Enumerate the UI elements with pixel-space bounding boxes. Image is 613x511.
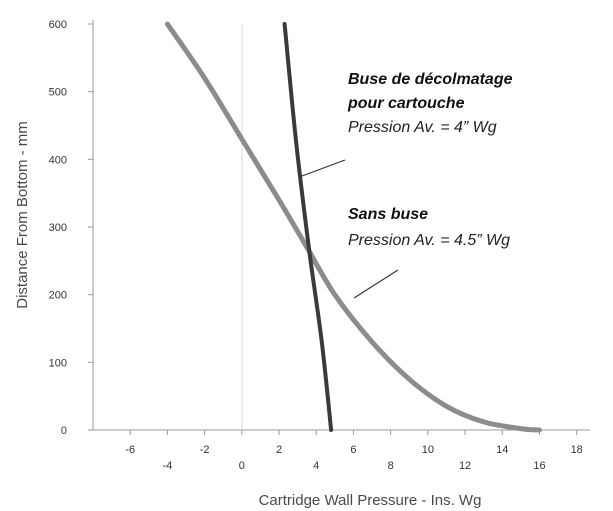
y-tick-label: 600	[49, 19, 67, 31]
x-tick-label: 6	[350, 444, 356, 456]
annotation-buse-title2: pour cartouche	[347, 95, 465, 112]
annotation-sans-buse-title: Sans buse	[348, 206, 428, 223]
y-tick-label: 0	[61, 425, 67, 437]
annotation-buse-title: Buse de décolmatage	[348, 71, 513, 88]
y-axis-title: Distance From Bottom - mm	[14, 121, 31, 309]
x-tick-label: 8	[388, 460, 394, 472]
annotation-sans-buse-subtitle: Pression Av. = 4.5” Wg	[348, 232, 510, 249]
y-tick-label: 400	[49, 154, 67, 166]
x-axis-title: Cartridge Wall Pressure - Ins. Wg	[259, 492, 482, 509]
x-tick-label: 2	[276, 444, 282, 456]
y-tick-label: 100	[49, 357, 67, 369]
series-sans-buse-line	[164, 21, 542, 433]
series-buse-line	[282, 22, 334, 432]
x-tick-label: -2	[200, 444, 210, 456]
x-tick-label: 12	[459, 460, 471, 472]
x-tick-label: 14	[496, 444, 508, 456]
annotation-sans-buse: Sans buse Pression Av. = 4.5” Wg	[348, 206, 510, 299]
x-tick-label: 4	[313, 460, 319, 472]
annotation-buse-leader	[301, 159, 346, 177]
annotation-buse-subtitle: Pression Av. = 4” Wg	[348, 119, 497, 136]
annotation-sans-buse-leader	[353, 269, 399, 299]
x-tick-label: 16	[533, 460, 545, 472]
annotation-buse: Buse de décolmatage pour cartouche Press…	[301, 71, 513, 177]
x-tick-label: -4	[163, 460, 173, 472]
x-tick-label: 18	[571, 444, 583, 456]
series-layer	[164, 21, 542, 433]
y-tick-label: 500	[49, 87, 67, 99]
x-tick-label: 0	[239, 460, 245, 472]
x-tick-label: -6	[125, 444, 135, 456]
y-tick-label: 200	[49, 290, 67, 302]
x-tick-label: 10	[422, 444, 434, 456]
tick-layer: 600 500 400 300 200 100 0 -6 -2 2 6 10 14 18 -4 0 4 8 12 16	[49, 19, 583, 472]
y-tick-label: 300	[49, 222, 67, 234]
